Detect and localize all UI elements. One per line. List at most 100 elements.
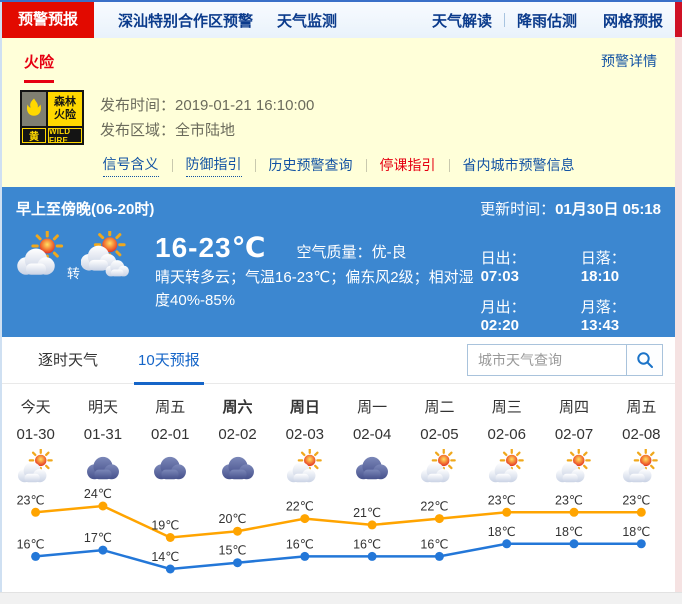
- alert-link-separator: [254, 158, 256, 172]
- forecast-period-label: 早上至傍晚(06-20时): [16, 201, 155, 218]
- svg-text:16℃: 16℃: [17, 537, 45, 551]
- badge-english-label: WILD FIRE: [48, 127, 82, 145]
- page-content: 预警预报 深汕特别合作区预警 天气监测 天气解读 降雨估测 网格预报 火险 预警…: [2, 2, 675, 598]
- sunset-label: 日落：: [580, 250, 626, 267]
- alert-link[interactable]: 省内城市预警信息: [462, 157, 575, 173]
- forecast-day-label: 今天: [20, 399, 51, 416]
- page-top-border: [0, 0, 682, 2]
- svg-text:17℃: 17℃: [84, 531, 112, 545]
- current-weather-icons: 转: [16, 228, 131, 334]
- badge-name-line2: 火险: [54, 109, 76, 121]
- alert-info: 发布时间：2019-01-21 16:10:00 发布区域：全市陆地: [100, 93, 314, 143]
- city-weather-search: [467, 344, 663, 376]
- sun-cloud-icon: [271, 448, 338, 488]
- cloud-icon: [137, 448, 204, 488]
- link-weather-interpretation[interactable]: 天气解读: [431, 12, 492, 30]
- tab-weather-monitoring[interactable]: 天气监测: [277, 12, 338, 30]
- temperature-range: 16-23℃: [155, 232, 267, 263]
- weather-description: 晴天转多云；气温16-23℃；偏东风2级；相对湿度40%-85%: [155, 269, 474, 309]
- alert-body: 森林 火险 黄 WILD FIRE 发布时间：2019-01-21 16:10:…: [2, 83, 675, 145]
- svg-text:22℃: 22℃: [286, 500, 314, 514]
- alert-link-separator: [171, 158, 173, 172]
- link-grid-forecast[interactable]: 网格预报: [602, 12, 663, 30]
- alert-detail-link[interactable]: 预警详情: [601, 53, 657, 69]
- svg-text:18℃: 18℃: [555, 525, 583, 539]
- nav-right-links: 天气解读 降雨估测 网格预报: [432, 10, 675, 31]
- page-right-edge-red: [675, 2, 682, 37]
- air-quality-label: 空气质量：: [296, 244, 372, 261]
- svg-text:16℃: 16℃: [353, 537, 381, 551]
- tab-hourly-weather[interactable]: 逐时天气: [38, 351, 99, 369]
- forest-fire-warning-badge[interactable]: 森林 火险 黄 WILD FIRE: [20, 90, 84, 145]
- moonrise-label: 月出：: [480, 299, 526, 316]
- forecast-date-label: 01-31: [83, 426, 123, 443]
- search-button[interactable]: [627, 344, 663, 376]
- sunrise-label: 日出：: [480, 250, 526, 267]
- alert-link[interactable]: 信号含义: [102, 154, 159, 177]
- page-right-edge: [675, 2, 682, 604]
- forecast-date-label: 02-06: [487, 426, 526, 443]
- forecast-day-label: 周日: [289, 399, 320, 416]
- svg-text:23℃: 23℃: [622, 493, 650, 507]
- transition-label: 转: [67, 266, 81, 281]
- forecast-icons-row: [2, 448, 675, 488]
- fire-alert-section: 火险 预警详情 森林 火险 黄 W: [2, 38, 675, 187]
- tab-10-day-forecast[interactable]: 10天预报: [134, 337, 204, 385]
- svg-text:23℃: 23℃: [555, 493, 583, 507]
- moonrise-time: 月出：02:20: [481, 296, 557, 334]
- current-weather-header: 早上至傍晚(06-20时) 更新时间：01月30日 05:18: [16, 198, 661, 219]
- sun-cloud-icon: [406, 448, 473, 488]
- sun-cloud-icon: [2, 448, 69, 488]
- forecast-dates-row: 01-30 01-31 02-01 02-02 02-03 02-04 02-05 02-06…: [2, 426, 675, 443]
- tab-shenshan-cooperation-zone[interactable]: 深汕特别合作区预警: [118, 12, 254, 30]
- forecast-date-label: 02-05: [420, 426, 459, 443]
- moonset-label: 月落：: [580, 299, 626, 316]
- link-rainfall-estimation[interactable]: 降雨估测: [516, 12, 577, 30]
- badge-level-yellow: 黄: [22, 128, 46, 143]
- badge-name: 森林 火险: [48, 92, 82, 126]
- forecast-date-label: 02-08: [622, 426, 661, 443]
- sun-cloud-icon: [16, 230, 66, 286]
- svg-text:18℃: 18℃: [488, 525, 516, 539]
- alert-link[interactable]: 历史预警查询: [268, 157, 353, 173]
- alert-link-separator: [448, 158, 450, 172]
- update-time: 更新时间：01月30日 05:18: [480, 198, 661, 219]
- alert-link[interactable]: 停课指引: [379, 157, 436, 173]
- svg-text:22℃: 22℃: [420, 500, 448, 514]
- sunrise-time: 日出：07:03: [481, 247, 557, 285]
- cloud-icon: [339, 448, 406, 488]
- forecast-date-label: 02-04: [352, 426, 392, 443]
- update-time-value: 01月30日 05:18: [555, 201, 661, 218]
- svg-text:23℃: 23℃: [488, 493, 516, 507]
- search-input[interactable]: [467, 344, 627, 376]
- temperature-row: 16-23℃ 空气质量：优-良: [155, 231, 481, 264]
- update-time-label: 更新时间：: [480, 201, 556, 218]
- sun-cloud-icon: [540, 448, 607, 488]
- svg-text:20℃: 20℃: [219, 512, 247, 526]
- alert-link[interactable]: 防御指引: [185, 154, 242, 177]
- forecast-day-label: 明天: [87, 399, 118, 416]
- svg-text:16℃: 16℃: [286, 537, 314, 551]
- forecast-days-row: 今天 明天 周五 周六 周日 周一 周二 周三 周四 周五: [2, 396, 675, 417]
- current-weather-section: 早上至傍晚(06-20时) 更新时间：01月30日 05:18 转 16-23℃…: [2, 187, 675, 337]
- alert-category-fire-risk[interactable]: 火险: [24, 51, 55, 83]
- moonrise-value: 02:20: [480, 317, 519, 334]
- tab-warning-forecast[interactable]: 预警预报: [2, 2, 95, 38]
- temperature-chart-wrap: 23℃ 24℃ 19℃ 20℃ 22℃ 21℃ 22℃ 23℃ 23℃ 23℃ 16℃ 17℃ 14℃ 1…: [2, 487, 675, 598]
- svg-text:19℃: 19℃: [151, 519, 179, 533]
- svg-text:18℃: 18℃: [622, 525, 650, 539]
- publish-area-value: 全市陆地: [175, 121, 236, 139]
- sunrise-value: 07:03: [480, 268, 519, 285]
- publish-time-row: 发布时间：2019-01-21 16:10:00: [100, 93, 314, 118]
- svg-text:16℃: 16℃: [420, 537, 448, 551]
- forecast-date-label: 02-07: [554, 426, 594, 443]
- svg-text:23℃: 23℃: [17, 493, 45, 507]
- forecast-day-label: 周三: [491, 399, 522, 416]
- alert-link-separator: [365, 158, 367, 172]
- forecast-date-label: 02-03: [285, 426, 325, 443]
- alert-links-row: 信号含义 防御指引 历史预警查询 停课指引 省内城市预警信息: [2, 145, 675, 185]
- sun-cloud-icon: [608, 448, 675, 488]
- publish-time-label: 发布时间：: [100, 96, 176, 114]
